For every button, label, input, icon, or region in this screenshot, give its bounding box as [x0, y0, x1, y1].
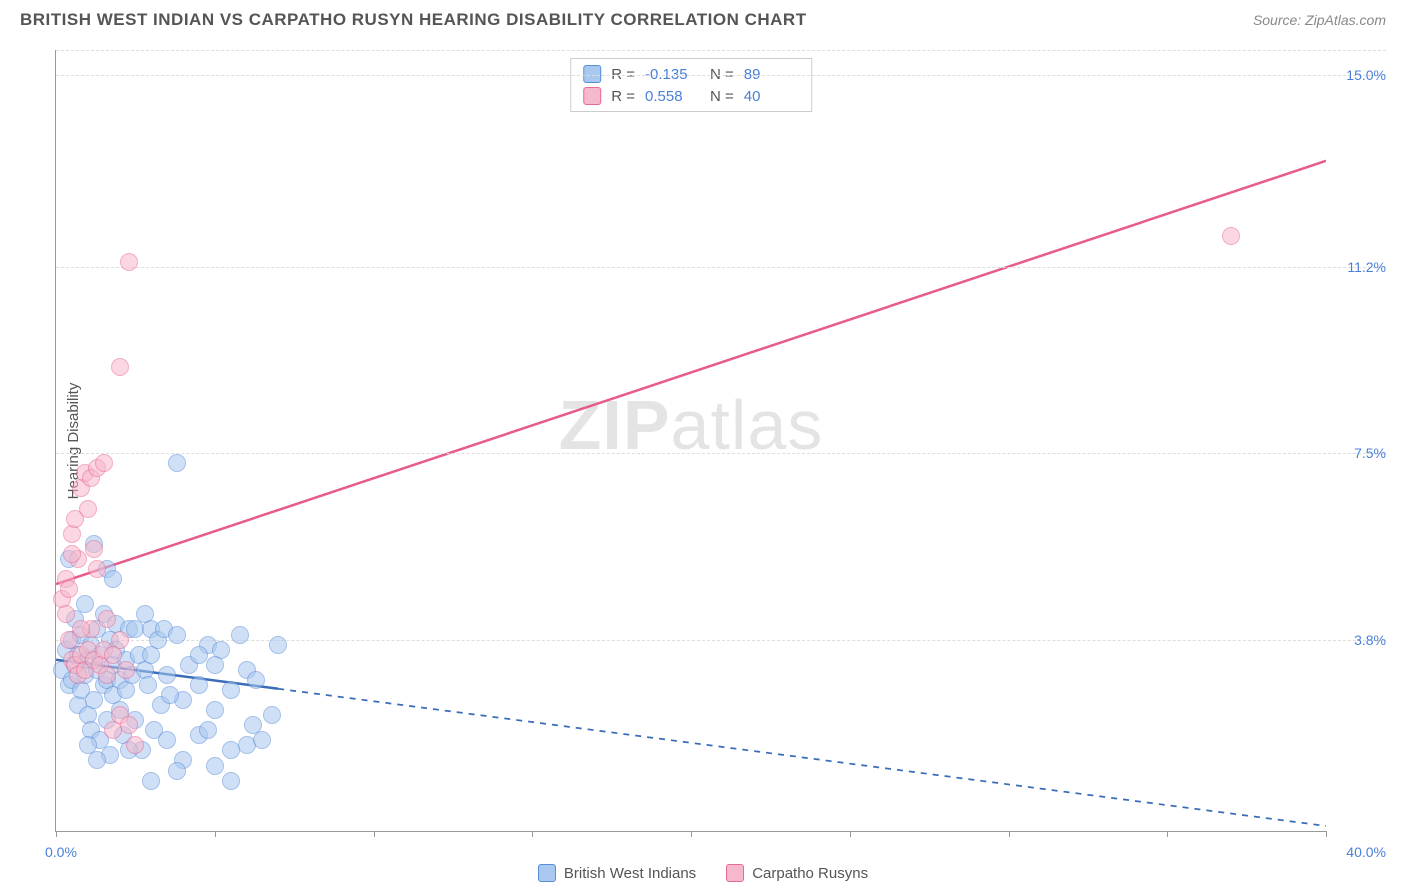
data-point-cr — [117, 661, 135, 679]
legend-label-cr: Carpatho Rusyns — [752, 865, 868, 882]
data-point-bwi — [85, 691, 103, 709]
swatch-cr — [583, 87, 601, 105]
x-tick — [215, 831, 216, 837]
trendline-cr — [56, 161, 1326, 584]
data-point-bwi — [76, 595, 94, 613]
y-tick-label: 7.5% — [1331, 445, 1386, 461]
data-point-bwi — [263, 706, 281, 724]
data-point-cr — [79, 500, 97, 518]
data-point-cr — [63, 545, 81, 563]
data-point-bwi — [190, 676, 208, 694]
data-point-bwi — [222, 681, 240, 699]
data-point-cr — [88, 560, 106, 578]
legend-label-bwi: British West Indians — [564, 865, 696, 882]
data-point-cr — [111, 631, 129, 649]
data-point-bwi — [158, 666, 176, 684]
swatch-bwi — [583, 65, 601, 83]
legend-item-cr: Carpatho Rusyns — [726, 864, 868, 882]
data-point-bwi — [253, 731, 271, 749]
x-tick — [1326, 831, 1327, 837]
data-point-cr — [1222, 227, 1240, 245]
data-point-cr — [120, 716, 138, 734]
data-point-cr — [98, 610, 116, 628]
data-point-bwi — [142, 772, 160, 790]
data-point-bwi — [269, 636, 287, 654]
x-tick — [850, 831, 851, 837]
data-point-bwi — [161, 686, 179, 704]
y-tick-label: 11.2% — [1331, 259, 1386, 275]
x-tick — [1167, 831, 1168, 837]
legend-swatch-bwi — [538, 864, 556, 882]
x-tick — [691, 831, 692, 837]
gridline — [56, 453, 1386, 454]
data-point-bwi — [190, 646, 208, 664]
y-tick-label: 15.0% — [1331, 67, 1386, 83]
data-point-bwi — [231, 626, 249, 644]
data-point-cr — [126, 736, 144, 754]
trend-lines — [56, 50, 1326, 831]
data-point-cr — [98, 666, 116, 684]
rn-row-bwi: R =-0.135N =89 — [583, 63, 799, 85]
trendline-extension-bwi — [278, 689, 1326, 826]
data-point-cr — [72, 620, 90, 638]
data-point-cr — [120, 253, 138, 271]
data-point-cr — [111, 358, 129, 376]
data-point-bwi — [168, 626, 186, 644]
data-point-cr — [85, 540, 103, 558]
rn-row-cr: R =0.558N =40 — [583, 85, 799, 107]
data-point-cr — [63, 525, 81, 543]
x-tick — [532, 831, 533, 837]
data-point-bwi — [158, 731, 176, 749]
source-label: Source: ZipAtlas.com — [1253, 12, 1386, 28]
gridline — [56, 75, 1386, 76]
chart-container: Hearing Disability ZIPatlas R =-0.135N =… — [55, 50, 1326, 832]
plot-area: ZIPatlas R =-0.135N =89R =0.558N =40 15.… — [55, 50, 1326, 832]
legend-item-bwi: British West Indians — [538, 864, 696, 882]
data-point-bwi — [139, 676, 157, 694]
data-point-bwi — [88, 751, 106, 769]
y-tick-label: 3.8% — [1331, 632, 1386, 648]
data-point-cr — [57, 605, 75, 623]
data-point-bwi — [206, 656, 224, 674]
correlation-legend-box: R =-0.135N =89R =0.558N =40 — [570, 58, 812, 112]
chart-title: BRITISH WEST INDIAN VS CARPATHO RUSYN HE… — [20, 10, 807, 30]
data-point-bwi — [168, 454, 186, 472]
x-axis-max-label: 40.0% — [1346, 844, 1386, 860]
data-point-bwi — [247, 671, 265, 689]
data-point-bwi — [136, 605, 154, 623]
x-axis-min-label: 0.0% — [45, 844, 77, 860]
data-point-cr — [60, 580, 78, 598]
x-tick — [374, 831, 375, 837]
gridline — [56, 267, 1386, 268]
data-point-bwi — [206, 757, 224, 775]
legend-swatch-cr — [726, 864, 744, 882]
series-legend: British West Indians Carpatho Rusyns — [0, 864, 1406, 882]
data-point-bwi — [199, 721, 217, 739]
data-point-bwi — [104, 570, 122, 588]
gridline — [56, 640, 1386, 641]
data-point-cr — [104, 721, 122, 739]
data-point-cr — [95, 454, 113, 472]
data-point-bwi — [222, 772, 240, 790]
x-tick — [1009, 831, 1010, 837]
x-tick — [56, 831, 57, 837]
data-point-bwi — [206, 701, 224, 719]
data-point-bwi — [168, 762, 186, 780]
